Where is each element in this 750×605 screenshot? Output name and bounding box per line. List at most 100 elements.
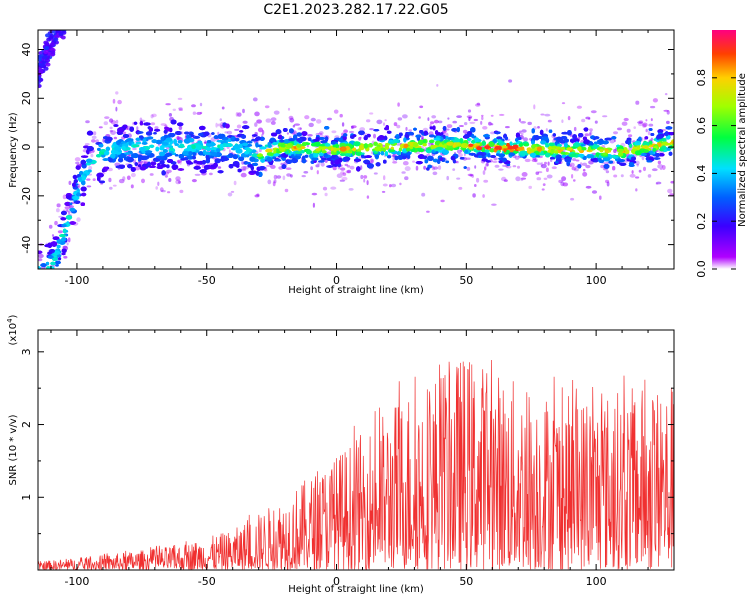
spectrogram-cell bbox=[48, 279, 52, 282]
spectrogram-cell bbox=[476, 177, 480, 183]
spectrogram-cell bbox=[126, 175, 131, 181]
spectrogram-cell bbox=[537, 126, 540, 129]
spectrogram-cell bbox=[118, 178, 125, 184]
spectrogram-cell bbox=[46, 297, 51, 302]
spectrogram-cell bbox=[193, 165, 201, 170]
spectrogram-cell bbox=[52, 274, 59, 277]
spectrogram-cell bbox=[172, 108, 176, 112]
spectrogram-cell bbox=[38, 266, 41, 269]
spectrogram-cell bbox=[130, 184, 134, 189]
spectrogram-cell bbox=[242, 108, 245, 114]
spectrogram-cell bbox=[226, 130, 233, 135]
spectrogram-cell bbox=[167, 191, 171, 194]
spectrogram-cell bbox=[37, 282, 42, 285]
spectrogram-cell bbox=[133, 121, 138, 125]
spectrogram-cell bbox=[370, 159, 374, 162]
spectrogram-cell bbox=[112, 184, 117, 187]
spectrogram-cell bbox=[159, 187, 164, 192]
spectrogram-cell bbox=[55, 260, 61, 265]
spectrogram-cell bbox=[56, 208, 60, 213]
spectrogram-cell bbox=[492, 160, 498, 163]
spectrogram-cell bbox=[366, 119, 371, 123]
spectrogram-cell bbox=[289, 128, 294, 134]
spectrogram-cell bbox=[136, 126, 139, 131]
spectrogram-cell bbox=[466, 166, 471, 171]
spectrogram-cell bbox=[91, 139, 96, 143]
spectrogram-cell bbox=[256, 119, 262, 124]
spectrogram-cell bbox=[521, 132, 524, 136]
spectrogram-cell bbox=[567, 116, 571, 121]
spectrogram-cell bbox=[54, 274, 58, 279]
spectrogram-cell bbox=[628, 147, 633, 152]
spectrogram-cell bbox=[430, 121, 435, 125]
spectrogram-cell bbox=[351, 125, 354, 129]
spectrogram-cell bbox=[157, 163, 161, 167]
spectrogram-cell bbox=[613, 139, 617, 142]
spectrogram-cell bbox=[606, 181, 610, 187]
spectrogram-cell bbox=[66, 242, 69, 246]
spectrogram-cell bbox=[252, 97, 258, 102]
spectrogram-cell bbox=[39, 268, 41, 269]
spectrogram-cell bbox=[37, 276, 41, 280]
spectrogram-cell bbox=[482, 170, 486, 175]
spectrogram-cell bbox=[402, 114, 408, 119]
spectrogram-cell bbox=[635, 176, 640, 179]
spectrogram-cell bbox=[573, 126, 577, 132]
spectrogram-cell bbox=[333, 109, 339, 114]
spectrogram-cell bbox=[332, 166, 337, 171]
spectrogram-cell bbox=[36, 287, 40, 290]
spectrogram-cell bbox=[584, 133, 590, 137]
spectrogram-cell bbox=[157, 143, 162, 147]
spectrogram-cell bbox=[650, 118, 653, 122]
spectrogram-cell bbox=[160, 123, 167, 126]
spectrogram-cell bbox=[626, 128, 631, 133]
spectrogram-cell bbox=[74, 157, 81, 162]
figure-title: C2E1.2023.282.17.22.G05 bbox=[263, 2, 448, 18]
spectrogram-cell bbox=[109, 186, 113, 190]
spectrogram-cell bbox=[544, 142, 549, 146]
spectrogram-cell bbox=[85, 120, 90, 124]
spectrogram-cell bbox=[392, 161, 398, 164]
spectrogram-cell bbox=[276, 175, 282, 179]
spectrogram-cell bbox=[523, 137, 528, 142]
spectrogram-cell bbox=[474, 184, 477, 187]
spectrogram-cell bbox=[316, 170, 319, 175]
spectrogram-cell bbox=[490, 131, 496, 135]
spectrogram-cell bbox=[164, 174, 168, 178]
spectrogram-cell bbox=[518, 130, 522, 134]
spectrogram-cell bbox=[270, 120, 276, 125]
spectrogram-cell bbox=[257, 127, 264, 133]
spectrogram-cell bbox=[569, 162, 575, 168]
spectrogram-cell bbox=[151, 113, 157, 118]
spectrogram-cell bbox=[636, 163, 639, 167]
spectrogram-cell bbox=[98, 126, 103, 129]
spectrogram-cell bbox=[467, 173, 474, 177]
spectrogram-cell bbox=[45, 280, 52, 283]
spectrogram-cell bbox=[37, 275, 42, 279]
spectrogram-cell bbox=[149, 144, 155, 148]
spectrogram-cell bbox=[336, 173, 343, 178]
spectrogram-cell bbox=[66, 208, 69, 213]
spectrogram-cell bbox=[310, 117, 316, 122]
spectrogram-cell bbox=[486, 162, 489, 167]
spectrogram-cell bbox=[446, 124, 453, 129]
spectrogram-cell bbox=[301, 158, 307, 164]
spectrogram-cell bbox=[358, 137, 362, 141]
spectrogram-cell bbox=[467, 109, 472, 113]
spectrogram-cell bbox=[373, 141, 378, 146]
spectrogram-cell bbox=[290, 174, 293, 178]
spectrogram-cell bbox=[642, 123, 647, 128]
spectrogram-cell bbox=[242, 125, 250, 130]
spectrogram-cell bbox=[69, 205, 74, 209]
spectrogram-cell bbox=[340, 167, 346, 171]
spectrogram-cell bbox=[502, 164, 508, 167]
spectrogram-cell bbox=[194, 173, 201, 176]
spectrogram-cell bbox=[240, 168, 247, 172]
spectrogram-cell bbox=[521, 172, 528, 177]
spectrogram-cell bbox=[48, 279, 52, 282]
spectrogram-cell bbox=[512, 165, 517, 168]
spectrogram-cell bbox=[230, 190, 235, 193]
spectrogram-cell bbox=[254, 111, 260, 117]
spectrogram-cell bbox=[524, 158, 531, 163]
